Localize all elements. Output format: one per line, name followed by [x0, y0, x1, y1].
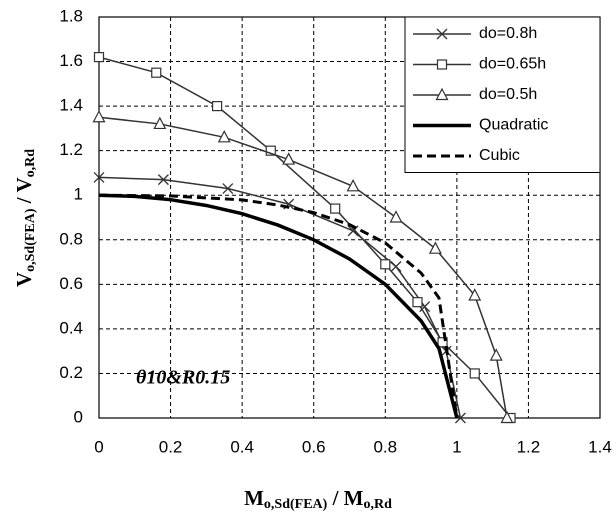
- y-tick-label: 1.4: [59, 96, 83, 115]
- x-axis-label: Mo,Sd(FEA) / Mo,Rd: [244, 486, 392, 512]
- x-tick-label: 1: [452, 437, 461, 456]
- label-subscript: o,Rd: [363, 497, 392, 512]
- x-tick-label: 0.4: [230, 437, 254, 456]
- y-tick-label: 0: [74, 407, 83, 426]
- marker: [211, 101, 223, 112]
- y-tick-label: 1.6: [59, 51, 83, 70]
- marker: [389, 210, 403, 223]
- legend-label: do=0.8h: [479, 25, 537, 42]
- x-tick-label: 0: [94, 437, 103, 456]
- plot-frame: [98, 16, 601, 419]
- marker: [151, 67, 162, 78]
- series-line: [98, 193, 459, 419]
- label-part: / V: [12, 177, 36, 208]
- marker: [437, 337, 448, 348]
- x-tick-label: 0.2: [159, 437, 183, 456]
- y-tick-label: 1.2: [59, 140, 83, 159]
- label-part: / M: [327, 486, 363, 510]
- legend-label: Quadratic: [479, 117, 548, 134]
- label-part: V: [12, 272, 36, 287]
- marker: [489, 348, 503, 361]
- label-subscript: o,Sd(FEA): [264, 497, 328, 512]
- marker: [380, 259, 391, 270]
- series-line: [98, 193, 459, 419]
- marker: [469, 368, 480, 379]
- marker: [93, 51, 105, 63]
- y-axis-label: Vo,Sd(FEA) / Vo,Rd: [12, 149, 38, 287]
- marker: [428, 241, 442, 254]
- marker: [92, 109, 106, 123]
- marker: [347, 225, 359, 237]
- marker: [435, 87, 449, 101]
- y-tick-label: 1.8: [59, 6, 83, 25]
- x-tick-label: 0.8: [373, 437, 397, 456]
- marker: [330, 203, 341, 214]
- marker: [265, 145, 276, 156]
- y-tick-label: 0.8: [59, 229, 83, 248]
- legend-label: Cubic: [479, 147, 520, 164]
- series-line: [98, 116, 508, 419]
- marker: [390, 261, 402, 272]
- marker: [436, 59, 448, 70]
- marker: [217, 130, 231, 143]
- legend-label: do=0.5h: [479, 86, 537, 103]
- label-subscript: o,Rd: [23, 149, 38, 178]
- series-line: [98, 56, 512, 419]
- marker: [436, 28, 448, 40]
- marker: [282, 152, 296, 165]
- label-subscript: o,Sd(FEA): [23, 208, 38, 272]
- legend-label: do=0.65h: [479, 56, 546, 73]
- y-tick-label: 0.6: [59, 274, 83, 293]
- marker: [157, 174, 169, 186]
- annotation: θ10&R0.15: [136, 367, 230, 389]
- marker: [500, 410, 514, 424]
- y-tick-label: 1: [74, 185, 83, 204]
- x-tick-label: 1.4: [588, 437, 612, 456]
- marker: [468, 288, 482, 301]
- y-tick-label: 0.2: [59, 363, 83, 382]
- x-tick-label: 0.6: [302, 437, 326, 456]
- y-tick-label: 0.4: [59, 318, 83, 337]
- marker: [222, 183, 234, 194]
- marker: [346, 179, 360, 192]
- label-part: M: [244, 486, 264, 510]
- marker: [153, 116, 167, 130]
- x-tick-label: 1.2: [517, 437, 541, 456]
- marker: [93, 171, 105, 183]
- marker: [412, 297, 423, 308]
